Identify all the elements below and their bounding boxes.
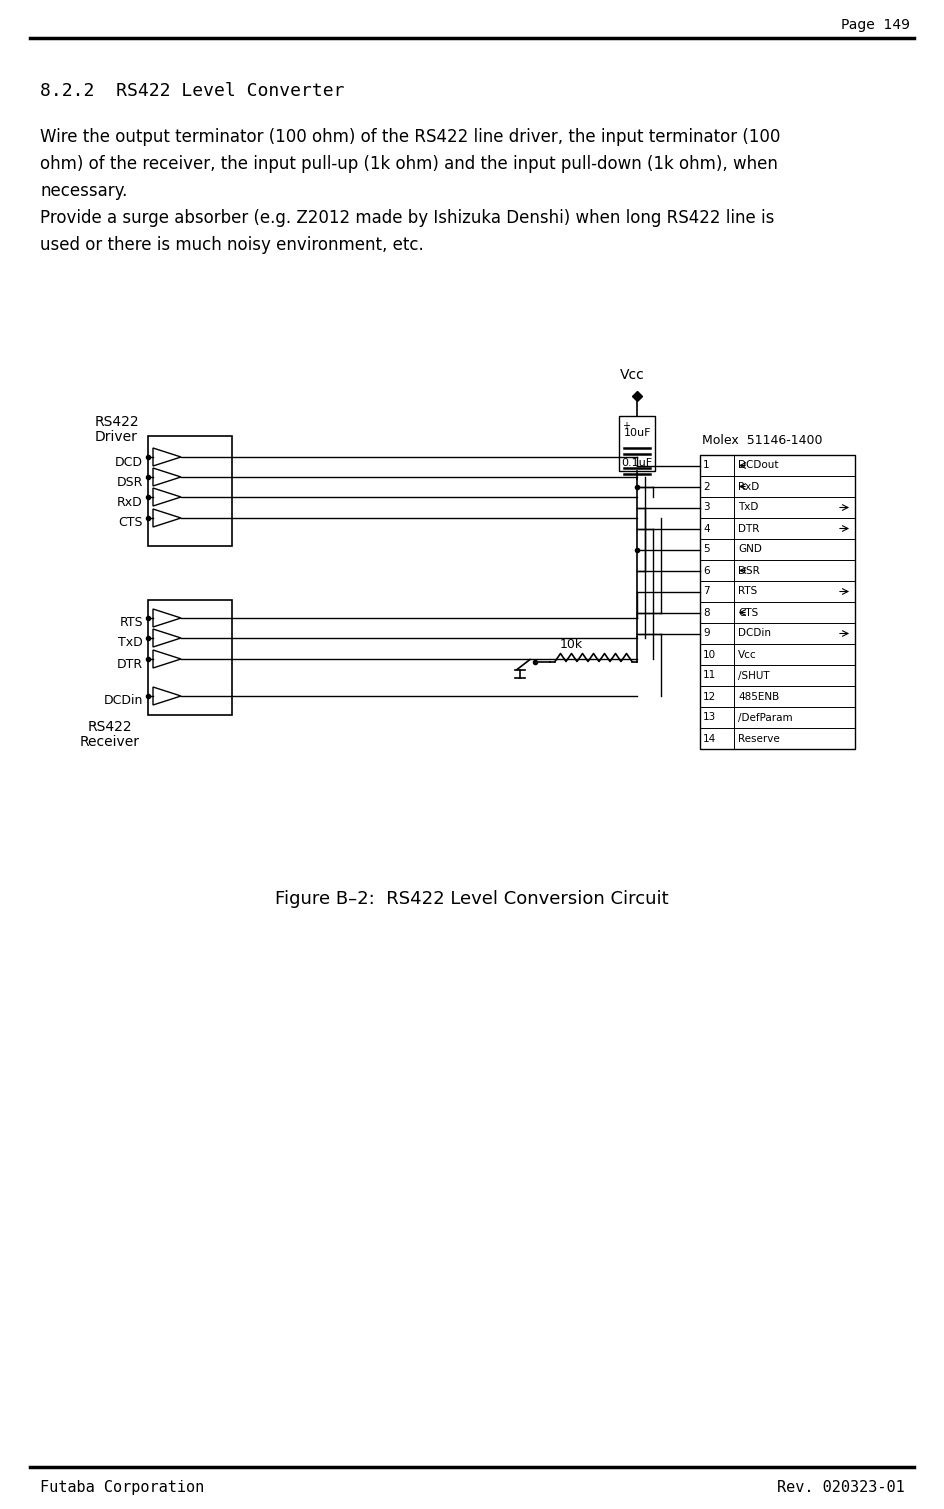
Text: 0.1uF: 0.1uF (621, 459, 652, 468)
Text: DSR: DSR (117, 475, 143, 489)
Text: RxD: RxD (738, 481, 759, 492)
Text: 14: 14 (703, 733, 716, 744)
Text: Receiver: Receiver (80, 735, 140, 748)
Text: DCDout: DCDout (738, 460, 779, 471)
Text: 10uF: 10uF (624, 429, 651, 438)
Text: Rev. 020323-01: Rev. 020323-01 (777, 1480, 905, 1495)
Bar (700, 456, 855, 748)
Text: DSR: DSR (738, 566, 760, 575)
Text: 10k: 10k (560, 638, 583, 652)
Text: 9: 9 (703, 629, 710, 638)
Text: 13: 13 (703, 712, 716, 723)
Text: Provide a surge absorber (e.g. Z2012 made by Ishizuka Denshi) when long RS422 li: Provide a surge absorber (e.g. Z2012 mad… (40, 210, 774, 226)
Text: Driver: Driver (95, 430, 138, 444)
Text: 8: 8 (703, 608, 710, 617)
Text: RxD: RxD (117, 495, 143, 509)
Text: 7: 7 (703, 587, 710, 596)
Text: RTS: RTS (119, 617, 143, 629)
Text: 3: 3 (703, 502, 710, 513)
Text: RTS: RTS (738, 587, 757, 596)
Text: DCD: DCD (115, 456, 143, 468)
Text: Vcc: Vcc (619, 368, 645, 382)
Text: Futaba Corporation: Futaba Corporation (40, 1480, 204, 1495)
Text: Figure B–2:  RS422 Level Conversion Circuit: Figure B–2: RS422 Level Conversion Circu… (276, 890, 668, 908)
Text: 11: 11 (703, 670, 716, 681)
Text: 2: 2 (703, 481, 710, 492)
Text: TxD: TxD (738, 502, 758, 513)
Text: used or there is much noisy environment, etc.: used or there is much noisy environment,… (40, 235, 424, 254)
Text: 1: 1 (703, 460, 710, 471)
Text: Page  149: Page 149 (841, 18, 910, 32)
Bar (148, 601, 232, 715)
Bar (148, 436, 232, 546)
Text: /SHUT: /SHUT (738, 670, 769, 681)
Text: DCDin: DCDin (104, 694, 143, 708)
Text: DCDin: DCDin (738, 629, 771, 638)
Text: 12: 12 (703, 691, 716, 702)
Text: RS422: RS422 (95, 415, 140, 429)
Text: CTS: CTS (119, 516, 143, 530)
Text: 4: 4 (703, 524, 710, 534)
Text: TxD: TxD (118, 637, 143, 649)
Bar (619, 416, 655, 471)
Text: 10: 10 (703, 649, 716, 659)
Text: GND: GND (738, 545, 762, 554)
Text: +: + (622, 421, 630, 432)
Text: Molex  51146-1400: Molex 51146-1400 (702, 435, 822, 447)
Text: Vcc: Vcc (738, 649, 757, 659)
Text: ohm) of the receiver, the input pull-up (1k ohm) and the input pull-down (1k ohm: ohm) of the receiver, the input pull-up … (40, 155, 778, 174)
Text: 8.2.2  RS422 Level Converter: 8.2.2 RS422 Level Converter (40, 81, 345, 100)
Text: 6: 6 (703, 566, 710, 575)
Text: RS422: RS422 (88, 720, 132, 733)
Text: necessary.: necessary. (40, 183, 127, 201)
Text: Wire the output terminator (100 ohm) of the RS422 line driver, the input termina: Wire the output terminator (100 ohm) of … (40, 128, 781, 146)
Text: Reserve: Reserve (738, 733, 780, 744)
Text: DTR: DTR (738, 524, 759, 534)
Text: 485ENB: 485ENB (738, 691, 779, 702)
Text: /DefParam: /DefParam (738, 712, 793, 723)
Text: DTR: DTR (117, 658, 143, 670)
Text: 5: 5 (703, 545, 710, 554)
Text: CTS: CTS (738, 608, 758, 617)
